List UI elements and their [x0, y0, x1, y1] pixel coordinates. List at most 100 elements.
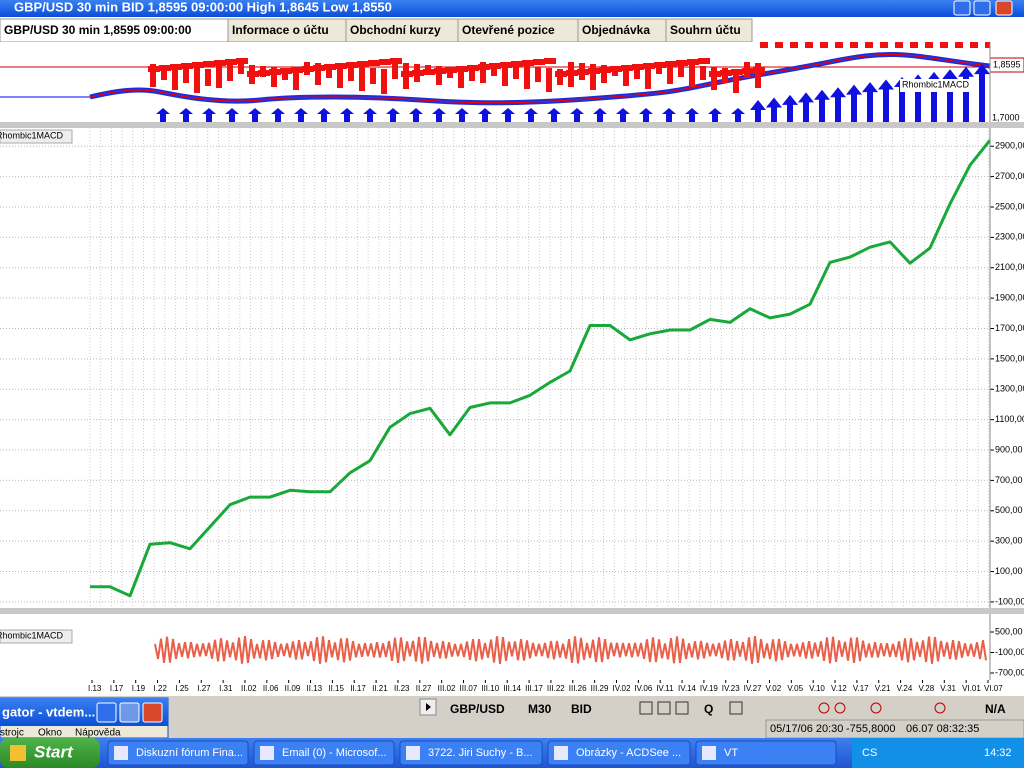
- exit-tag: [588, 68, 600, 74]
- splitter: [0, 122, 1024, 128]
- date-label: V.05: [787, 684, 803, 693]
- date-labels: I.13 I.17 I.19 I.22 I.25 I.27 I.31 II.02 II.06 II…: [88, 680, 1003, 693]
- buy-signal: [846, 84, 862, 122]
- date-label: V.02: [765, 684, 781, 693]
- oscillator-chart: 500,00 -100,00 -700,00 Rhombic1MACD: [0, 614, 1024, 680]
- exit-tag: [346, 62, 358, 68]
- window-title: GBP/USD 30 min BID 1,8595 09:00:00 High …: [14, 0, 392, 14]
- symbol-select[interactable]: GBP/USD: [450, 702, 505, 716]
- indicator-tag: [900, 79, 976, 92]
- sell-signal: [469, 69, 475, 81]
- task-button[interactable]: [107, 740, 249, 766]
- exit-tag: [511, 61, 523, 67]
- task-icon: [406, 746, 420, 760]
- sell-signal: [546, 68, 552, 92]
- minimize-button[interactable]: [953, 0, 971, 16]
- tool-button[interactable]: [729, 701, 743, 715]
- maximize-button[interactable]: [973, 0, 991, 16]
- exit-tag: [368, 60, 380, 66]
- date-label: I.25: [175, 684, 189, 693]
- buy-signal: [894, 76, 910, 122]
- status-clock: 06.07 08:32:35: [906, 723, 979, 735]
- date-label: IV.02: [612, 684, 630, 693]
- tool-button[interactable]: [870, 702, 882, 714]
- buy-signal: [271, 108, 285, 122]
- buy-signal: [547, 108, 561, 122]
- tool-button[interactable]: [675, 701, 689, 715]
- task-button[interactable]: [253, 740, 395, 766]
- task-button[interactable]: [695, 740, 837, 766]
- tool-button[interactable]: [639, 701, 653, 715]
- buy-signal: [340, 108, 354, 122]
- date-label: III.02: [438, 684, 456, 693]
- date-label: III.22: [547, 684, 565, 693]
- buy-signal: [731, 108, 745, 122]
- sell-signal: [337, 65, 343, 88]
- clock: 14:32: [984, 747, 1012, 759]
- close-button[interactable]: [142, 702, 163, 723]
- date-label: IV.14: [678, 684, 696, 693]
- exit-tag: [401, 71, 413, 77]
- date-label: II.02: [241, 684, 257, 693]
- maximize-button[interactable]: [119, 702, 140, 723]
- buy-signal: [294, 108, 308, 122]
- splitter: [0, 608, 1024, 614]
- y-tick-label: 300,00: [995, 536, 1023, 546]
- indicator-label: Rhombic1MACD: [0, 130, 64, 140]
- zoom-button[interactable]: Q: [704, 702, 713, 716]
- minimize-button[interactable]: [96, 702, 117, 723]
- date-label: V.10: [809, 684, 825, 693]
- sell-signal: [820, 42, 828, 48]
- date-label: IV.19: [700, 684, 718, 693]
- tool-button[interactable]: [934, 702, 946, 714]
- exit-tag: [280, 68, 292, 74]
- tool-button[interactable]: [834, 702, 846, 714]
- y-tick-label: -100,00: [995, 647, 1024, 657]
- tool-button[interactable]: [818, 702, 830, 714]
- task-button[interactable]: [399, 740, 543, 766]
- status-select[interactable]: N/A: [985, 702, 1006, 716]
- side-window-title: gator - vtdem...: [2, 704, 95, 719]
- exit-tag: [181, 63, 193, 69]
- sell-signal: [161, 65, 167, 80]
- buy-signal: [958, 66, 974, 122]
- exit-tag: [302, 66, 314, 72]
- menu-item[interactable]: strojc: [0, 728, 24, 739]
- exit-tag: [566, 70, 578, 76]
- sell-signal: [238, 64, 244, 74]
- buy-signal: [814, 89, 830, 122]
- sell-signal: [634, 68, 640, 79]
- sell-signal: [623, 67, 629, 86]
- date-label: IV.06: [634, 684, 652, 693]
- exit-tag: [467, 65, 479, 71]
- y-tick-label: 1700,00: [995, 323, 1024, 333]
- task-button[interactable]: [547, 740, 691, 766]
- indicator-line: [89, 53, 990, 104]
- exit-tag: [742, 68, 754, 74]
- menu-item[interactable]: Okno: [38, 728, 62, 739]
- tool-button[interactable]: [657, 701, 671, 715]
- sell-signal: [940, 42, 948, 48]
- period-select[interactable]: M30: [528, 702, 552, 716]
- status-time: 05/17/06 20:30: [770, 723, 843, 735]
- tray: [852, 738, 1024, 768]
- price-type-select[interactable]: BID: [571, 702, 592, 716]
- buy-signal: [830, 87, 846, 122]
- exit-tag: [335, 63, 347, 69]
- price-marks: [0, 42, 990, 122]
- sell-signal: [194, 68, 200, 93]
- task-icon: [114, 746, 128, 760]
- exit-tag: [687, 59, 699, 65]
- menu-item[interactable]: Nápověda: [75, 728, 121, 739]
- date-label: V.31: [940, 684, 956, 693]
- sell-signal: [172, 66, 178, 90]
- exit-tag: [533, 59, 545, 65]
- close-button[interactable]: [995, 0, 1013, 16]
- buy-signal: [409, 108, 423, 122]
- exit-tag: [357, 61, 369, 67]
- sell-signal: [925, 42, 933, 48]
- date-label: V.28: [918, 684, 934, 693]
- exit-tag: [577, 69, 589, 75]
- sell-signal: [183, 67, 189, 83]
- buy-signal: [202, 108, 216, 122]
